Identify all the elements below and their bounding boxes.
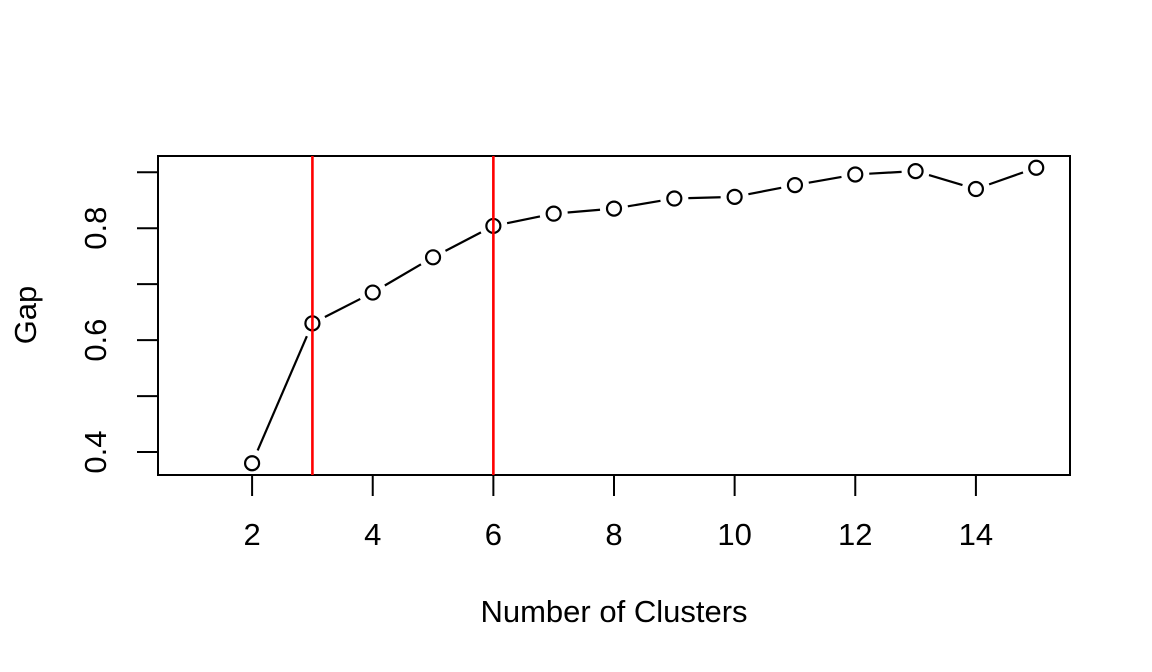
y-tick-label: 0.4	[78, 430, 113, 473]
data-point	[243, 455, 261, 472]
data-segment	[627, 199, 661, 208]
data-segment	[384, 263, 422, 287]
x-axis-title: Number of Clusters	[480, 594, 748, 629]
x-tick-label: 8	[605, 517, 622, 552]
data-point	[907, 163, 924, 180]
data-segment	[928, 174, 963, 187]
data-segment	[748, 186, 782, 196]
x-tick-label: 12	[838, 517, 872, 552]
data-segment	[256, 335, 308, 451]
data-segment	[506, 215, 541, 225]
x-tick-label: 2	[243, 517, 260, 552]
data-point	[605, 200, 623, 217]
data-point	[967, 180, 985, 198]
x-tick-label: 14	[959, 517, 993, 552]
data-segment	[444, 231, 482, 252]
y-tick-label: 0.8	[78, 207, 113, 250]
data-point	[545, 205, 562, 222]
data-point	[786, 177, 804, 194]
data-point	[1028, 159, 1045, 176]
data-segment	[324, 297, 361, 318]
data-segment	[567, 208, 601, 214]
data-point	[666, 190, 683, 207]
data-point	[424, 249, 442, 266]
data-segment	[688, 196, 721, 200]
y-axis-title: Gap	[8, 285, 43, 345]
data-segment	[988, 171, 1024, 186]
data-point	[726, 188, 743, 205]
data-segment	[869, 170, 902, 175]
x-tick-label: 6	[485, 517, 502, 552]
x-tick-label: 10	[717, 517, 751, 552]
x-tick-label: 4	[364, 517, 381, 552]
data-segment	[808, 175, 842, 184]
data-point	[364, 284, 381, 301]
y-tick-label: 0.6	[78, 319, 113, 362]
data-point	[847, 166, 864, 183]
